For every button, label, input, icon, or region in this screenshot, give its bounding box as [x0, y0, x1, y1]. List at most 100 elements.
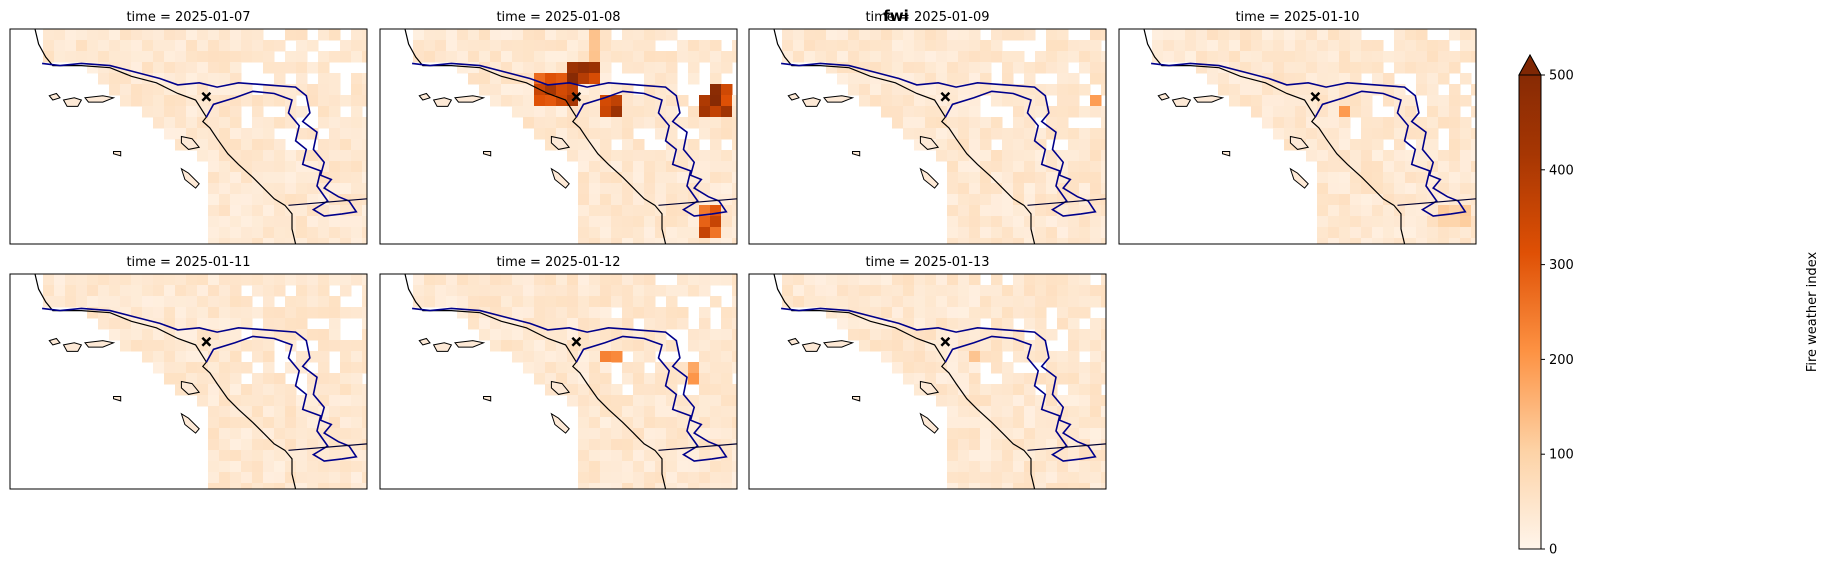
fwi-cell	[252, 29, 264, 41]
fwi-cell	[688, 172, 700, 184]
fwi-cell	[848, 274, 860, 286]
fwi-cell	[1013, 62, 1025, 74]
map-panel-2025-01-11: time = 2025-01-11	[9, 255, 368, 490]
fwi-cell	[644, 384, 656, 396]
fwi-cell	[600, 406, 612, 418]
fwi-cell	[131, 285, 143, 297]
fwi-cell	[65, 285, 77, 297]
fwi-cell	[969, 428, 981, 440]
fwi-cell	[622, 274, 634, 286]
fwi-cell	[351, 384, 363, 396]
fwi-cell	[230, 285, 242, 297]
fwi-cell	[600, 461, 612, 473]
fwi-cell	[252, 183, 264, 195]
fwi-cell	[1394, 139, 1406, 151]
fwi-cell	[655, 194, 667, 206]
fwi-cell	[219, 384, 231, 396]
fwi-cell	[1427, 40, 1439, 52]
fwi-cell	[936, 395, 948, 407]
fwi-cell	[1394, 183, 1406, 195]
fwi-cell	[318, 296, 330, 308]
fwi-cell	[1090, 318, 1102, 330]
fwi-cell	[76, 29, 88, 41]
fwi-cell	[1068, 172, 1080, 184]
fwi-cell	[1035, 274, 1047, 286]
fwi-cell	[688, 238, 700, 244]
fwi-cell	[991, 117, 1003, 129]
fwi-cell	[655, 117, 667, 129]
fwi-cell	[721, 161, 733, 173]
fwi-cell	[197, 40, 209, 52]
fwi-cell	[1002, 194, 1014, 206]
fwi-cell	[1372, 128, 1384, 140]
fwi-cell	[1035, 95, 1047, 107]
fwi-cell	[1068, 205, 1080, 217]
fwi-cell	[1079, 461, 1091, 473]
fwi-cell	[1372, 172, 1384, 184]
fwi-cell	[1361, 183, 1373, 195]
fwi-cell	[285, 406, 297, 418]
fwi-cell	[1101, 329, 1106, 341]
fwi-cell	[197, 329, 209, 341]
fwi-cell	[980, 194, 992, 206]
fwi-cell	[732, 318, 737, 330]
fwi-cell	[677, 362, 689, 374]
fwi-cell	[622, 395, 634, 407]
fwi-cell	[1251, 84, 1263, 96]
fwi-grid	[1152, 29, 1476, 244]
fwi-cell	[479, 51, 491, 63]
fwi-cell	[1057, 227, 1069, 239]
fwi-cell	[230, 150, 242, 162]
fwi-cell	[340, 384, 352, 396]
fwi-cell	[611, 128, 623, 140]
fwi-cell	[1002, 172, 1014, 184]
fwi-cell	[732, 351, 737, 363]
fwi-cell	[219, 483, 231, 489]
fwi-cell	[903, 318, 915, 330]
fwi-cell	[936, 307, 948, 319]
fwi-cell	[655, 285, 667, 297]
fwi-cell	[208, 139, 220, 151]
fwi-cell	[969, 439, 981, 451]
fwi-cell	[859, 285, 871, 297]
fwi-cell	[329, 384, 341, 396]
fwi-cell	[611, 274, 623, 286]
fwi-cell	[153, 296, 165, 308]
fwi-cell	[186, 117, 198, 129]
fwi-cell	[1046, 183, 1058, 195]
fwi-cell	[699, 351, 711, 363]
fwi-cell	[837, 73, 849, 85]
fwi-cell	[947, 329, 959, 341]
fwi-cell	[1024, 183, 1036, 195]
fwi-cell	[296, 161, 308, 173]
fwi-cell	[655, 51, 667, 63]
fwi-cell	[263, 183, 275, 195]
fwi-cell	[1438, 161, 1450, 173]
fwi-cell	[351, 73, 363, 85]
fwi-cell	[1416, 62, 1428, 74]
fwi-cell	[1068, 238, 1080, 244]
fwi-cell	[362, 51, 367, 63]
fwi-grid	[782, 29, 1106, 244]
fwi-cell	[622, 472, 634, 484]
fwi-cell	[578, 329, 590, 341]
fwi-cell	[296, 483, 308, 489]
fwi-cell	[1196, 62, 1208, 74]
fwi-cell	[1240, 62, 1252, 74]
fwi-cell	[1394, 62, 1406, 74]
fwi-cell	[903, 40, 915, 52]
fwi-cell	[153, 29, 165, 41]
fwi-cell	[1101, 373, 1106, 385]
fwi-cell	[340, 351, 352, 363]
panel-frame	[9, 28, 368, 245]
fwi-cell	[710, 351, 722, 363]
fwi-cell	[578, 428, 590, 440]
fwi-cell	[815, 285, 827, 297]
fwi-cell	[589, 128, 601, 140]
fwi-cell	[1416, 139, 1428, 151]
fwi-cell	[578, 318, 590, 330]
fwi-cell	[611, 227, 623, 239]
location-marker	[1310, 91, 1321, 102]
fwi-cell	[1427, 227, 1439, 239]
fwi-cell	[263, 296, 275, 308]
